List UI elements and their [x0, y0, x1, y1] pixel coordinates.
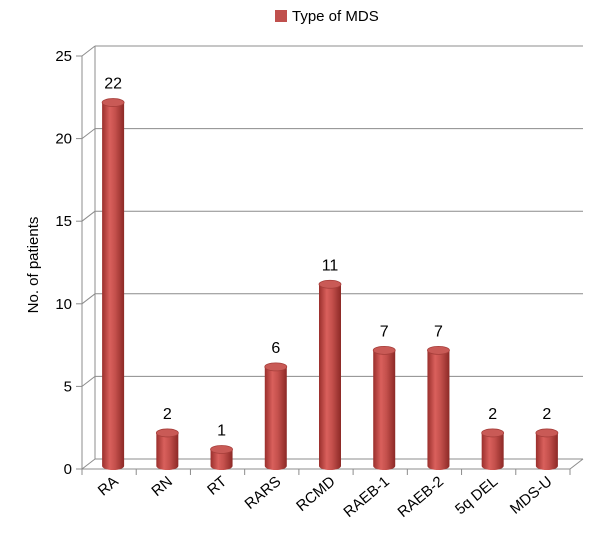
bar [481, 432, 504, 470]
y-tick-label: 20 [55, 131, 72, 148]
bar-top [535, 428, 559, 438]
bar-top [155, 428, 179, 438]
bar [156, 432, 179, 470]
legend-swatch [275, 10, 287, 22]
gridline-diagonal [81, 293, 96, 305]
bar [102, 102, 125, 470]
bar-top [101, 98, 125, 107]
x-tick-label: 5q DEL [452, 473, 501, 518]
x-tick-label: RN [148, 473, 176, 500]
gridline-diagonal [81, 128, 96, 139]
x-axis-ticks: RA RN RT RARS RCMD RAEB-1 RAEB-2 5q DEL MDS-U [81, 469, 571, 521]
x-tick-label: RAEB-1 [340, 473, 392, 521]
bar [373, 350, 396, 470]
bars [101, 98, 559, 470]
bar [210, 449, 233, 470]
y-tick-label: 10 [55, 296, 72, 313]
bar [264, 366, 287, 470]
legend: Type of MDS [275, 8, 379, 25]
gridline-diagonal [81, 376, 96, 387]
data-label: 7 [380, 323, 389, 340]
x-tick-label: RAEB-2 [395, 473, 447, 521]
bar [319, 284, 341, 470]
y-tick-label: 5 [64, 378, 72, 395]
data-label: 22 [104, 76, 122, 93]
gridline-diagonal [81, 458, 96, 470]
y-tick-label: 15 [55, 213, 72, 230]
bar-top [264, 362, 288, 372]
x-tick-label: RARS [241, 473, 284, 513]
data-label: 2 [163, 406, 172, 423]
bar [427, 350, 450, 470]
data-label: 11 [322, 257, 339, 274]
data-label: 7 [434, 323, 443, 340]
y-axis-ticks: 0 5 10 15 20 25 [55, 48, 82, 478]
legend-label: Type of MDS [292, 8, 379, 25]
gridline-diagonal [81, 210, 96, 222]
floor-edge [569, 458, 584, 470]
x-tick-label: RT [204, 473, 230, 499]
data-label: 2 [542, 406, 551, 423]
bar-top [427, 345, 450, 355]
bar-top [318, 279, 342, 289]
gridline-diagonal [81, 45, 96, 57]
y-axis-title: No. of patients [25, 217, 42, 314]
y-tick-label: 0 [64, 461, 72, 478]
data-label: 2 [488, 406, 497, 423]
bar [535, 432, 558, 470]
x-tick-label: RA [95, 473, 122, 499]
bar-top [372, 345, 396, 355]
bar-top [210, 445, 233, 454]
y-axis-title-group: No. of patients [25, 217, 42, 314]
bar-top [481, 428, 505, 438]
x-tick-label: RCMD [293, 473, 339, 515]
data-label: 1 [217, 422, 226, 439]
y-tick-label: 25 [55, 48, 72, 65]
data-label: 6 [271, 340, 280, 357]
x-tick-label: MDS-U [507, 473, 556, 518]
